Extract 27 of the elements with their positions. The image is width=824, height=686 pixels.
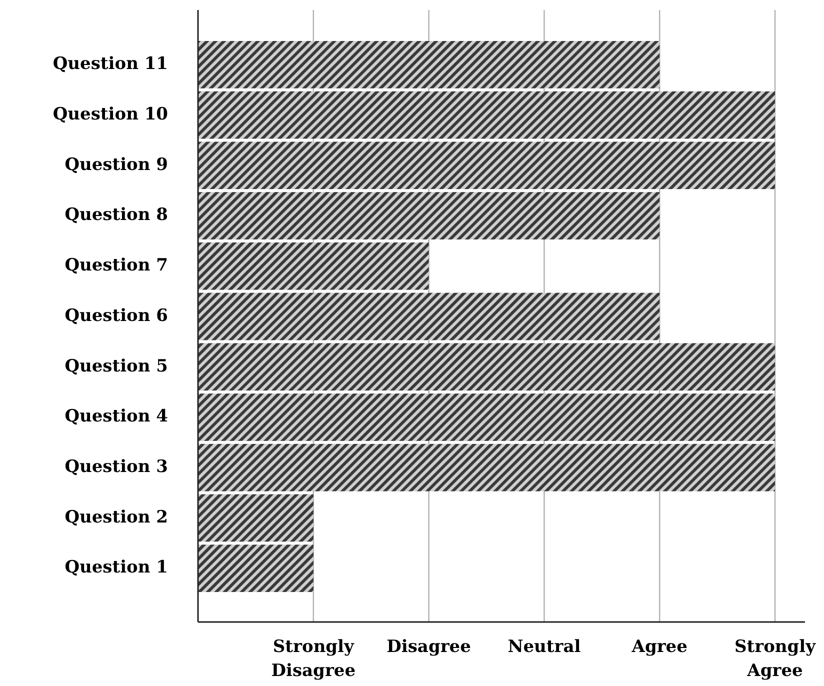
bar <box>198 544 314 592</box>
bar <box>198 494 314 542</box>
y-tick-label: Question 11 <box>52 54 168 74</box>
text: Strongly Disagree <box>271 637 356 681</box>
y-tick-label: Question 2 <box>64 507 168 528</box>
bar <box>198 444 775 492</box>
text: Agree <box>630 637 688 657</box>
y-tick-label: Question 10 <box>52 104 168 124</box>
text: Strongly Agree <box>734 637 817 681</box>
bar <box>198 142 775 190</box>
y-tick-label: Question 3 <box>64 457 168 478</box>
bar <box>198 394 775 441</box>
y-tick-label: Question 5 <box>64 356 168 376</box>
text: Neutral <box>508 637 582 657</box>
bar <box>198 292 660 340</box>
bar <box>198 41 660 88</box>
y-tick-label: Question 1 <box>64 558 168 578</box>
bar <box>198 192 660 240</box>
y-tick-label: Question 7 <box>64 256 168 276</box>
y-tick-label: Question 8 <box>64 205 168 226</box>
bar <box>198 242 429 290</box>
bar <box>198 91 775 139</box>
bar <box>198 343 775 391</box>
y-tick-label: Question 9 <box>64 154 168 175</box>
y-tick-label: Question 4 <box>64 406 168 427</box>
text: Disagree <box>386 637 472 657</box>
y-tick-label: Question 6 <box>64 306 168 326</box>
